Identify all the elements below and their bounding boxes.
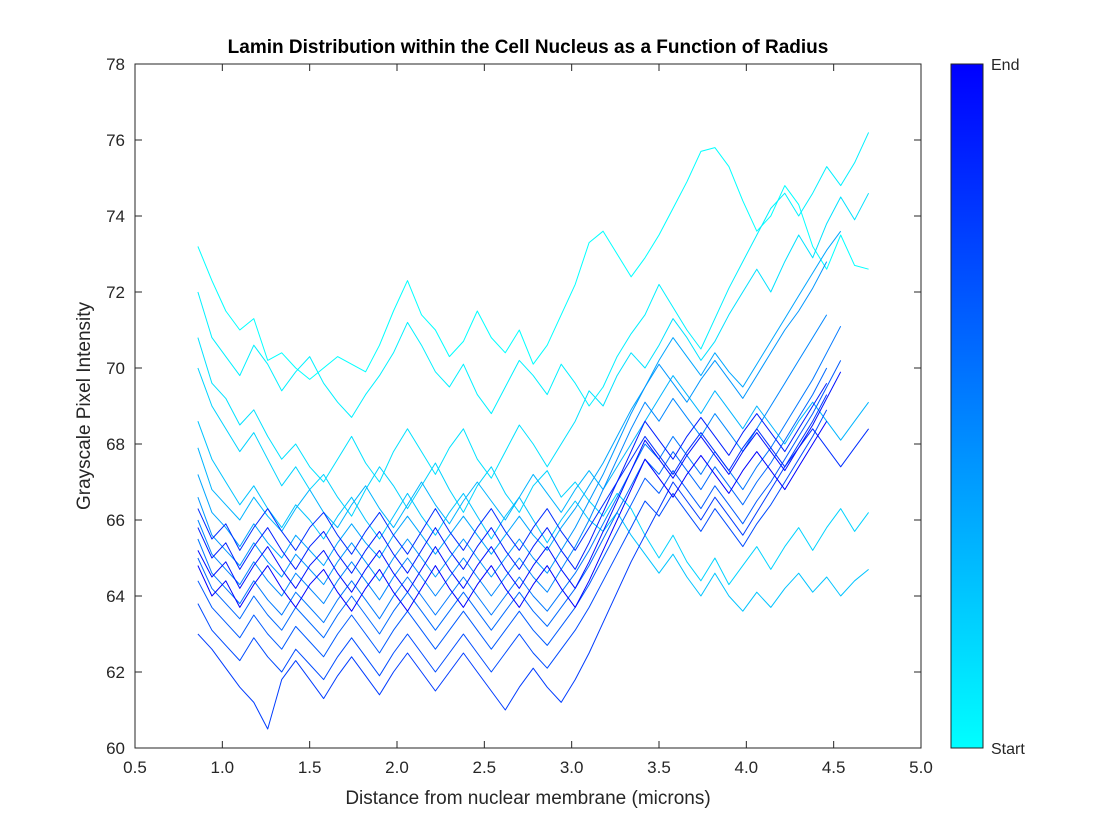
x-axis-label: Distance from nuclear membrane (microns) [345,788,710,809]
x-tick-label: 1.5 [298,758,322,777]
series-line [197,420,828,612]
series-line [197,230,842,567]
series-line [197,261,828,586]
colorbar-start-label: Start [991,741,1025,758]
y-axis-label: Grayscale Pixel Intensity [74,301,95,510]
series-line [197,147,869,380]
plot-frame [134,63,922,749]
x-tick-label: 3.0 [560,758,584,777]
y-tick-label: 76 [106,131,125,150]
axis-layer: 0.5 1.0 1.5 2.0 2.5 3.0 3.5 4.0 4.5 5.0 60 62 64 66 68… [106,55,933,777]
plot-background [135,64,921,748]
x-tick-label: 1.0 [211,758,235,777]
series-line [197,382,828,574]
x-tick-label: 2.5 [473,758,497,777]
colorbar [950,63,984,749]
x-tick-label: 3.5 [647,758,671,777]
x-tick-label: 5.0 [909,758,933,777]
series-line [197,428,870,555]
y-tick-label: 60 [106,739,125,758]
x-tick-label: 4.5 [822,758,846,777]
series-line [197,367,828,639]
series-line [197,375,870,532]
x-tick-label: 0.5 [123,758,147,777]
y-tick-label: 74 [106,207,125,226]
series-line [197,314,828,605]
y-tick-label: 70 [106,359,125,378]
series-line [197,409,828,681]
colorbar-end-label: End [991,57,1019,74]
y-tick-label: 62 [106,663,125,682]
x-tick-label: 2.0 [385,758,409,777]
series-line [197,132,870,418]
y-tick-label: 68 [106,435,125,454]
y-tick-label: 66 [106,511,125,530]
series-line [197,360,842,658]
series-line [197,325,842,624]
series-line [197,371,842,593]
chart-title: Lamin Distribution within the Cell Nucle… [228,37,829,58]
series-line [197,421,869,612]
y-tick-label: 72 [106,283,125,302]
y-tick-label: 64 [106,587,125,606]
y-tick-label: 78 [106,55,125,74]
series-line [197,394,828,730]
series-line [197,192,870,483]
x-tick-label: 4.0 [735,758,759,777]
series-layer [197,132,870,730]
